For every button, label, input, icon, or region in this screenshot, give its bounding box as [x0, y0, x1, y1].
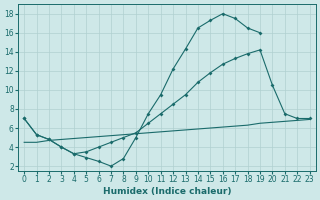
X-axis label: Humidex (Indice chaleur): Humidex (Indice chaleur) [103, 187, 231, 196]
